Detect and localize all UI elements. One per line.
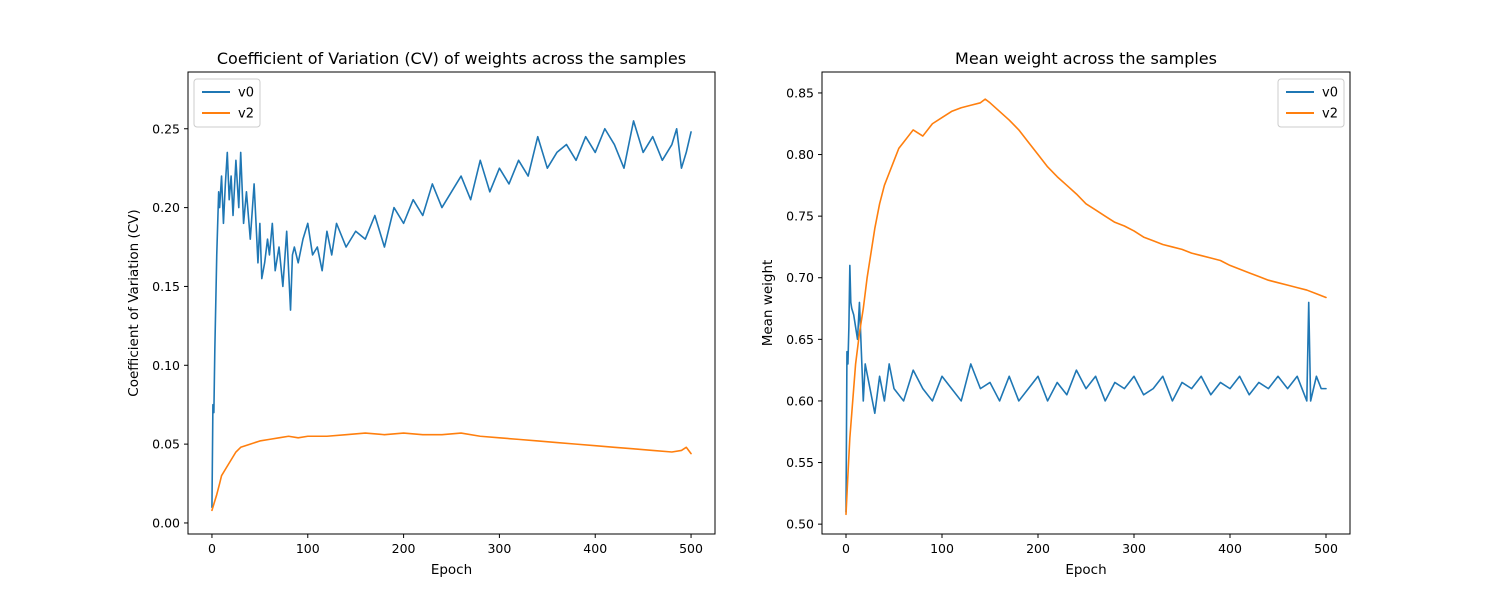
x-tick-label: 100 xyxy=(930,541,954,556)
y-axis-label: Coefficient of Variation (CV) xyxy=(126,209,142,396)
chart-panel-1: 0 100 200 300 400 500 0.50 0.55 0.60 0.65 0.70 0.75… xyxy=(760,49,1351,578)
plot-frame xyxy=(187,71,716,535)
y-tick-label: 0.20 xyxy=(152,200,180,215)
y-tick-label: 0.65 xyxy=(786,332,814,347)
x-tick-label: 300 xyxy=(1122,541,1146,556)
legend-label-v0: v0 xyxy=(1322,86,1338,101)
y-tick-label: 0.55 xyxy=(786,455,814,470)
chart-title: Coefficient of Variation (CV) of weights… xyxy=(217,49,686,68)
x-tick-label: 200 xyxy=(1026,541,1050,556)
series-line-v0 xyxy=(845,264,1327,513)
y-tick-label: 0.05 xyxy=(152,437,180,452)
x-tick-label: 500 xyxy=(679,541,703,556)
series-line-v0 xyxy=(211,120,692,508)
legend-label-v0: v0 xyxy=(238,86,254,101)
y-tick-label: 0.50 xyxy=(786,517,814,532)
x-tick-label: 0 xyxy=(842,541,850,556)
x-tick-label: 0 xyxy=(208,541,216,556)
series-line-v2 xyxy=(845,98,1327,516)
y-tick-label: 0.25 xyxy=(152,121,180,136)
chart-panel-0: 0 100 200 300 400 500 0.00 0.05 0.10 0.15 0.20 0.25… xyxy=(126,49,716,578)
y-tick-label: 0.75 xyxy=(786,209,814,224)
y-tick-label: 0.70 xyxy=(786,270,814,285)
plot-frame xyxy=(821,71,1351,535)
y-tick-label: 0.10 xyxy=(152,358,180,373)
x-axis-label: Epoch xyxy=(431,562,472,578)
x-tick-label: 300 xyxy=(487,541,511,556)
x-axis-label: Epoch xyxy=(1065,562,1106,578)
y-tick-label: 0.85 xyxy=(786,85,814,100)
legend-label-v2: v2 xyxy=(1322,107,1338,122)
x-tick-label: 500 xyxy=(1314,541,1338,556)
x-tick-label: 100 xyxy=(296,541,320,556)
y-tick-label: 0.00 xyxy=(152,515,180,530)
legend-label-v2: v2 xyxy=(238,107,254,122)
y-tick-label: 0.15 xyxy=(152,279,180,294)
x-tick-label: 200 xyxy=(392,541,416,556)
y-axis-label: Mean weight xyxy=(760,260,776,347)
x-tick-label: 400 xyxy=(1218,541,1242,556)
series-line-v2 xyxy=(211,432,692,512)
y-tick-label: 0.60 xyxy=(786,393,814,408)
y-tick-label: 0.80 xyxy=(786,147,814,162)
x-tick-label: 400 xyxy=(583,541,607,556)
chart-title: Mean weight across the samples xyxy=(955,49,1217,68)
